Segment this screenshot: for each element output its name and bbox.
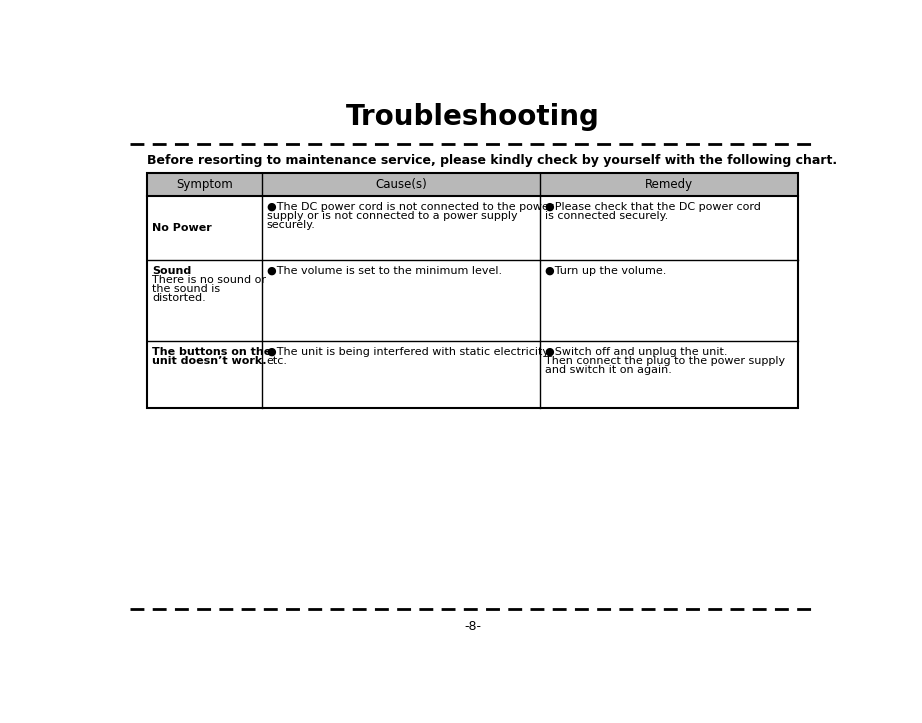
Text: Before resorting to maintenance service, please kindly check by yourself with th: Before resorting to maintenance service,… [148, 154, 837, 167]
Text: ●The unit is being interfered with static electricity: ●The unit is being interfered with stati… [266, 347, 549, 356]
Text: securely.: securely. [266, 220, 315, 230]
Text: ●The volume is set to the minimum level.: ●The volume is set to the minimum level. [266, 266, 502, 276]
Text: ●Turn up the volume.: ●Turn up the volume. [546, 266, 667, 276]
Bar [148, 173, 798, 197]
Text: Cause(s): Cause(s) [375, 179, 427, 192]
Text: Then connect the plug to the power supply: Then connect the plug to the power suppl… [546, 356, 786, 366]
Text: unit doesn’t work.: unit doesn’t work. [152, 356, 266, 366]
Text: ●Switch off and unplug the unit.: ●Switch off and unplug the unit. [546, 347, 727, 356]
Text: Remedy: Remedy [645, 179, 693, 192]
Text: Symptom: Symptom [176, 179, 233, 192]
Text: and switch it on again.: and switch it on again. [546, 364, 672, 375]
Text: is connected securely.: is connected securely. [546, 211, 668, 221]
Text: No Power: No Power [152, 223, 212, 234]
Bar [148, 173, 798, 408]
Text: -8-: -8- [464, 620, 481, 633]
Text: etc.: etc. [266, 356, 288, 366]
Text: ●Please check that the DC power cord: ●Please check that the DC power cord [546, 202, 762, 212]
Text: There is no sound or: There is no sound or [152, 275, 266, 285]
Text: ●The DC power cord is not connected to the power: ●The DC power cord is not connected to t… [266, 202, 553, 212]
Text: Troubleshooting: Troubleshooting [346, 103, 599, 132]
Text: the sound is: the sound is [152, 284, 220, 294]
Text: Sound: Sound [152, 266, 192, 276]
Text: The buttons on the: The buttons on the [152, 347, 272, 356]
Text: supply or is not connected to a power supply: supply or is not connected to a power su… [266, 211, 517, 221]
Text: distorted.: distorted. [152, 293, 207, 303]
